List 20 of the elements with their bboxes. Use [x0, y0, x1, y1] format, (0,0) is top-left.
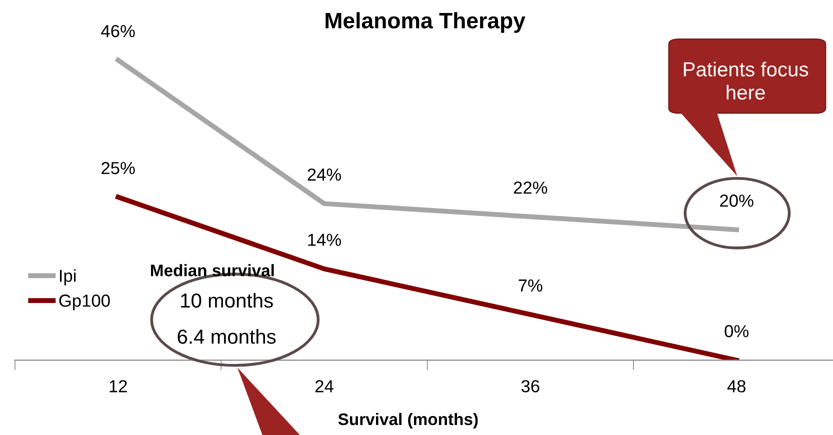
- x-tick-label: 12: [110, 380, 127, 392]
- annotation: Patients focus here: [684, 62, 808, 100]
- legend-label: Gp100: [59, 294, 110, 310]
- data-label: 7%: [518, 279, 542, 292]
- x-axis-title: Survival (months): [338, 412, 478, 428]
- data-label: 46%: [101, 24, 135, 38]
- data-label: 25%: [102, 162, 135, 174]
- annotation: Median survival: [151, 264, 274, 276]
- chart-title: Melanoma Therapy: [326, 12, 526, 33]
- x-tick-label: 48: [727, 380, 746, 392]
- data-label: 22%: [514, 182, 548, 194]
- data-label: 14%: [308, 234, 341, 246]
- annotation: 6.4 months: [178, 329, 276, 344]
- legend-label: Ipi: [60, 269, 76, 286]
- x-tick-label: 36: [521, 380, 540, 392]
- x-tick-label: 24: [315, 380, 334, 392]
- annotation: 10 months: [181, 292, 273, 308]
- data-label: 0%: [724, 325, 749, 338]
- data-label: 20%: [720, 194, 754, 207]
- data-label: 24%: [308, 168, 341, 181]
